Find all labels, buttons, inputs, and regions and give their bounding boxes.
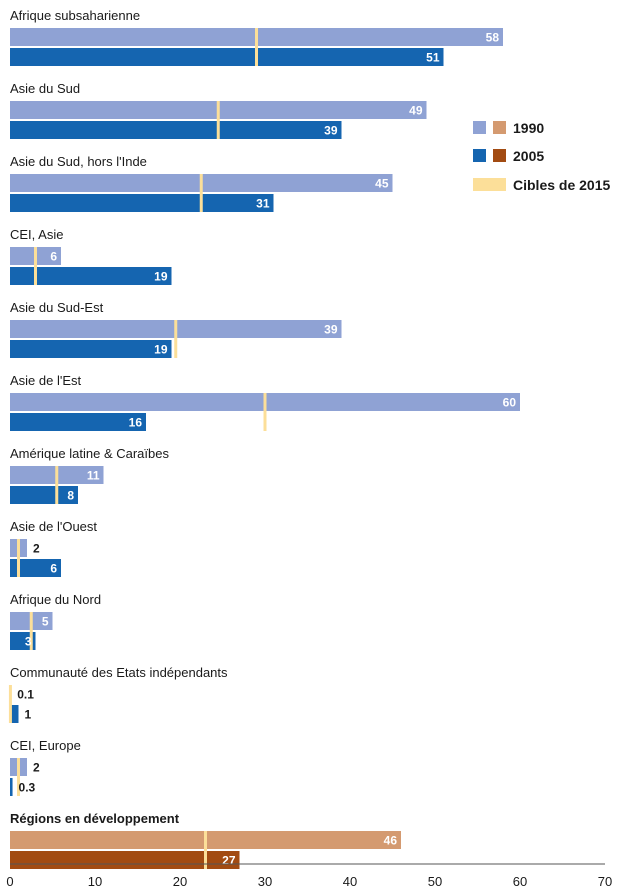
value-label: 19 [154, 343, 168, 357]
category-label: Amérique latine & Caraïbes [10, 446, 169, 461]
category-group: Communauté des Etats indépendants 0.1 1 [8, 665, 228, 723]
value-label: 46 [384, 834, 398, 848]
legend-label: Cibles de 2015 [513, 177, 610, 193]
x-tick-label: 0 [6, 874, 13, 889]
category-label: Asie du Sud-Est [10, 300, 104, 315]
target-2015-marker [174, 320, 178, 358]
legend-label: 1990 [513, 120, 544, 136]
category-label: Régions en développement [10, 811, 180, 826]
category-group: Asie du Sud 49 39 [10, 81, 427, 139]
category-label: Asie du Sud [10, 81, 80, 96]
target-2015-marker [55, 466, 59, 504]
value-label: 19 [154, 270, 168, 284]
value-label: 27 [222, 854, 236, 868]
target-2015-marker [255, 28, 258, 66]
category-label: Afrique du Nord [10, 592, 101, 607]
x-tick-label: 40 [343, 874, 357, 889]
value-label: 0.1 [17, 688, 34, 702]
category-group: Amérique latine & Caraïbes 11 8 [10, 446, 169, 504]
category-label: CEI, Asie [10, 227, 63, 242]
legend: 1990 2005 Cibles de 2015 [473, 120, 610, 193]
x-axis: 0 10 20 30 40 50 60 70 [6, 863, 612, 889]
target-2015-marker [8, 685, 12, 723]
x-tick-label: 30 [258, 874, 272, 889]
category-label: CEI, Europe [10, 738, 81, 753]
bar-2005 [10, 632, 36, 650]
category-label: Asie de l'Ouest [10, 519, 97, 534]
legend-swatch [493, 121, 506, 134]
category-group: Afrique subsaharienne 58 51 [10, 8, 503, 66]
x-tick-label: 10 [88, 874, 102, 889]
legend-swatch [473, 121, 486, 134]
target-2015-marker [199, 174, 203, 212]
legend-item: 2005 [473, 148, 544, 164]
bar-2005 [10, 267, 172, 285]
value-label: 5 [42, 615, 49, 629]
target-2015-marker [17, 539, 20, 577]
value-label: 58 [486, 31, 500, 45]
bar-2005 [10, 413, 146, 431]
legend-swatch [473, 178, 506, 191]
value-label: 31 [256, 197, 270, 211]
category-group: Afrique du Nord 53 [10, 592, 101, 650]
category-group: Asie du Sud-Est 39 19 [10, 300, 342, 358]
value-label: 11 [87, 469, 100, 483]
value-label: 2 [33, 761, 40, 775]
category-group: Asie du Sud, hors l'Inde 45 31 [10, 154, 393, 212]
target-2015-marker [34, 247, 37, 285]
target-2015-marker [204, 831, 207, 869]
x-tick-label: 20 [173, 874, 187, 889]
legend-item: 1990 [473, 120, 544, 136]
category-group: CEI, Asie 6 19 [10, 227, 172, 285]
legend-item: Cibles de 2015 [473, 177, 610, 193]
bar-2005 [10, 778, 13, 796]
value-label: 49 [409, 104, 423, 118]
bar-2005 [10, 340, 172, 358]
target-2015-marker [216, 101, 220, 139]
value-label: 39 [324, 323, 338, 337]
category-group: Asie de l'Ouest 26 [10, 519, 97, 577]
category-label: Communauté des Etats indépendants [10, 665, 228, 680]
value-label: 51 [426, 51, 440, 65]
target-2015-marker [263, 393, 267, 431]
category-group: Régions en développement 46 27 [10, 811, 401, 869]
value-label: 6 [50, 562, 57, 576]
bar-2005 [10, 121, 342, 139]
legend-swatch [493, 149, 506, 162]
category-group: CEI, Europe 2 0.3 [10, 738, 81, 796]
x-tick-label: 70 [598, 874, 612, 889]
value-label: 0.3 [19, 781, 36, 795]
value-label: 8 [67, 489, 74, 503]
value-label: 60 [503, 396, 517, 410]
value-label: 2 [33, 542, 40, 556]
bar-2005 [10, 559, 61, 577]
value-label: 3 [25, 635, 32, 649]
legend-swatch [473, 149, 486, 162]
x-tick-label: 60 [513, 874, 527, 889]
value-label: 1 [25, 708, 32, 722]
bar-2005 [10, 194, 274, 212]
value-label: 16 [129, 416, 143, 430]
target-2015-marker [17, 758, 20, 796]
category-group: Asie de l'Est 60 16 [10, 373, 520, 431]
x-tick-label: 50 [428, 874, 442, 889]
bar-2005 [10, 486, 78, 504]
value-label: 39 [324, 124, 338, 138]
legend-label: 2005 [513, 148, 544, 164]
target-2015-marker [29, 612, 33, 650]
category-label: Afrique subsaharienne [10, 8, 140, 23]
value-label: 45 [375, 177, 389, 191]
category-label: Asie du Sud, hors l'Inde [10, 154, 147, 169]
category-label: Asie de l'Est [10, 373, 82, 388]
bar-2005 [10, 48, 444, 66]
bar-2005 [10, 705, 19, 723]
value-label: 6 [50, 250, 57, 264]
